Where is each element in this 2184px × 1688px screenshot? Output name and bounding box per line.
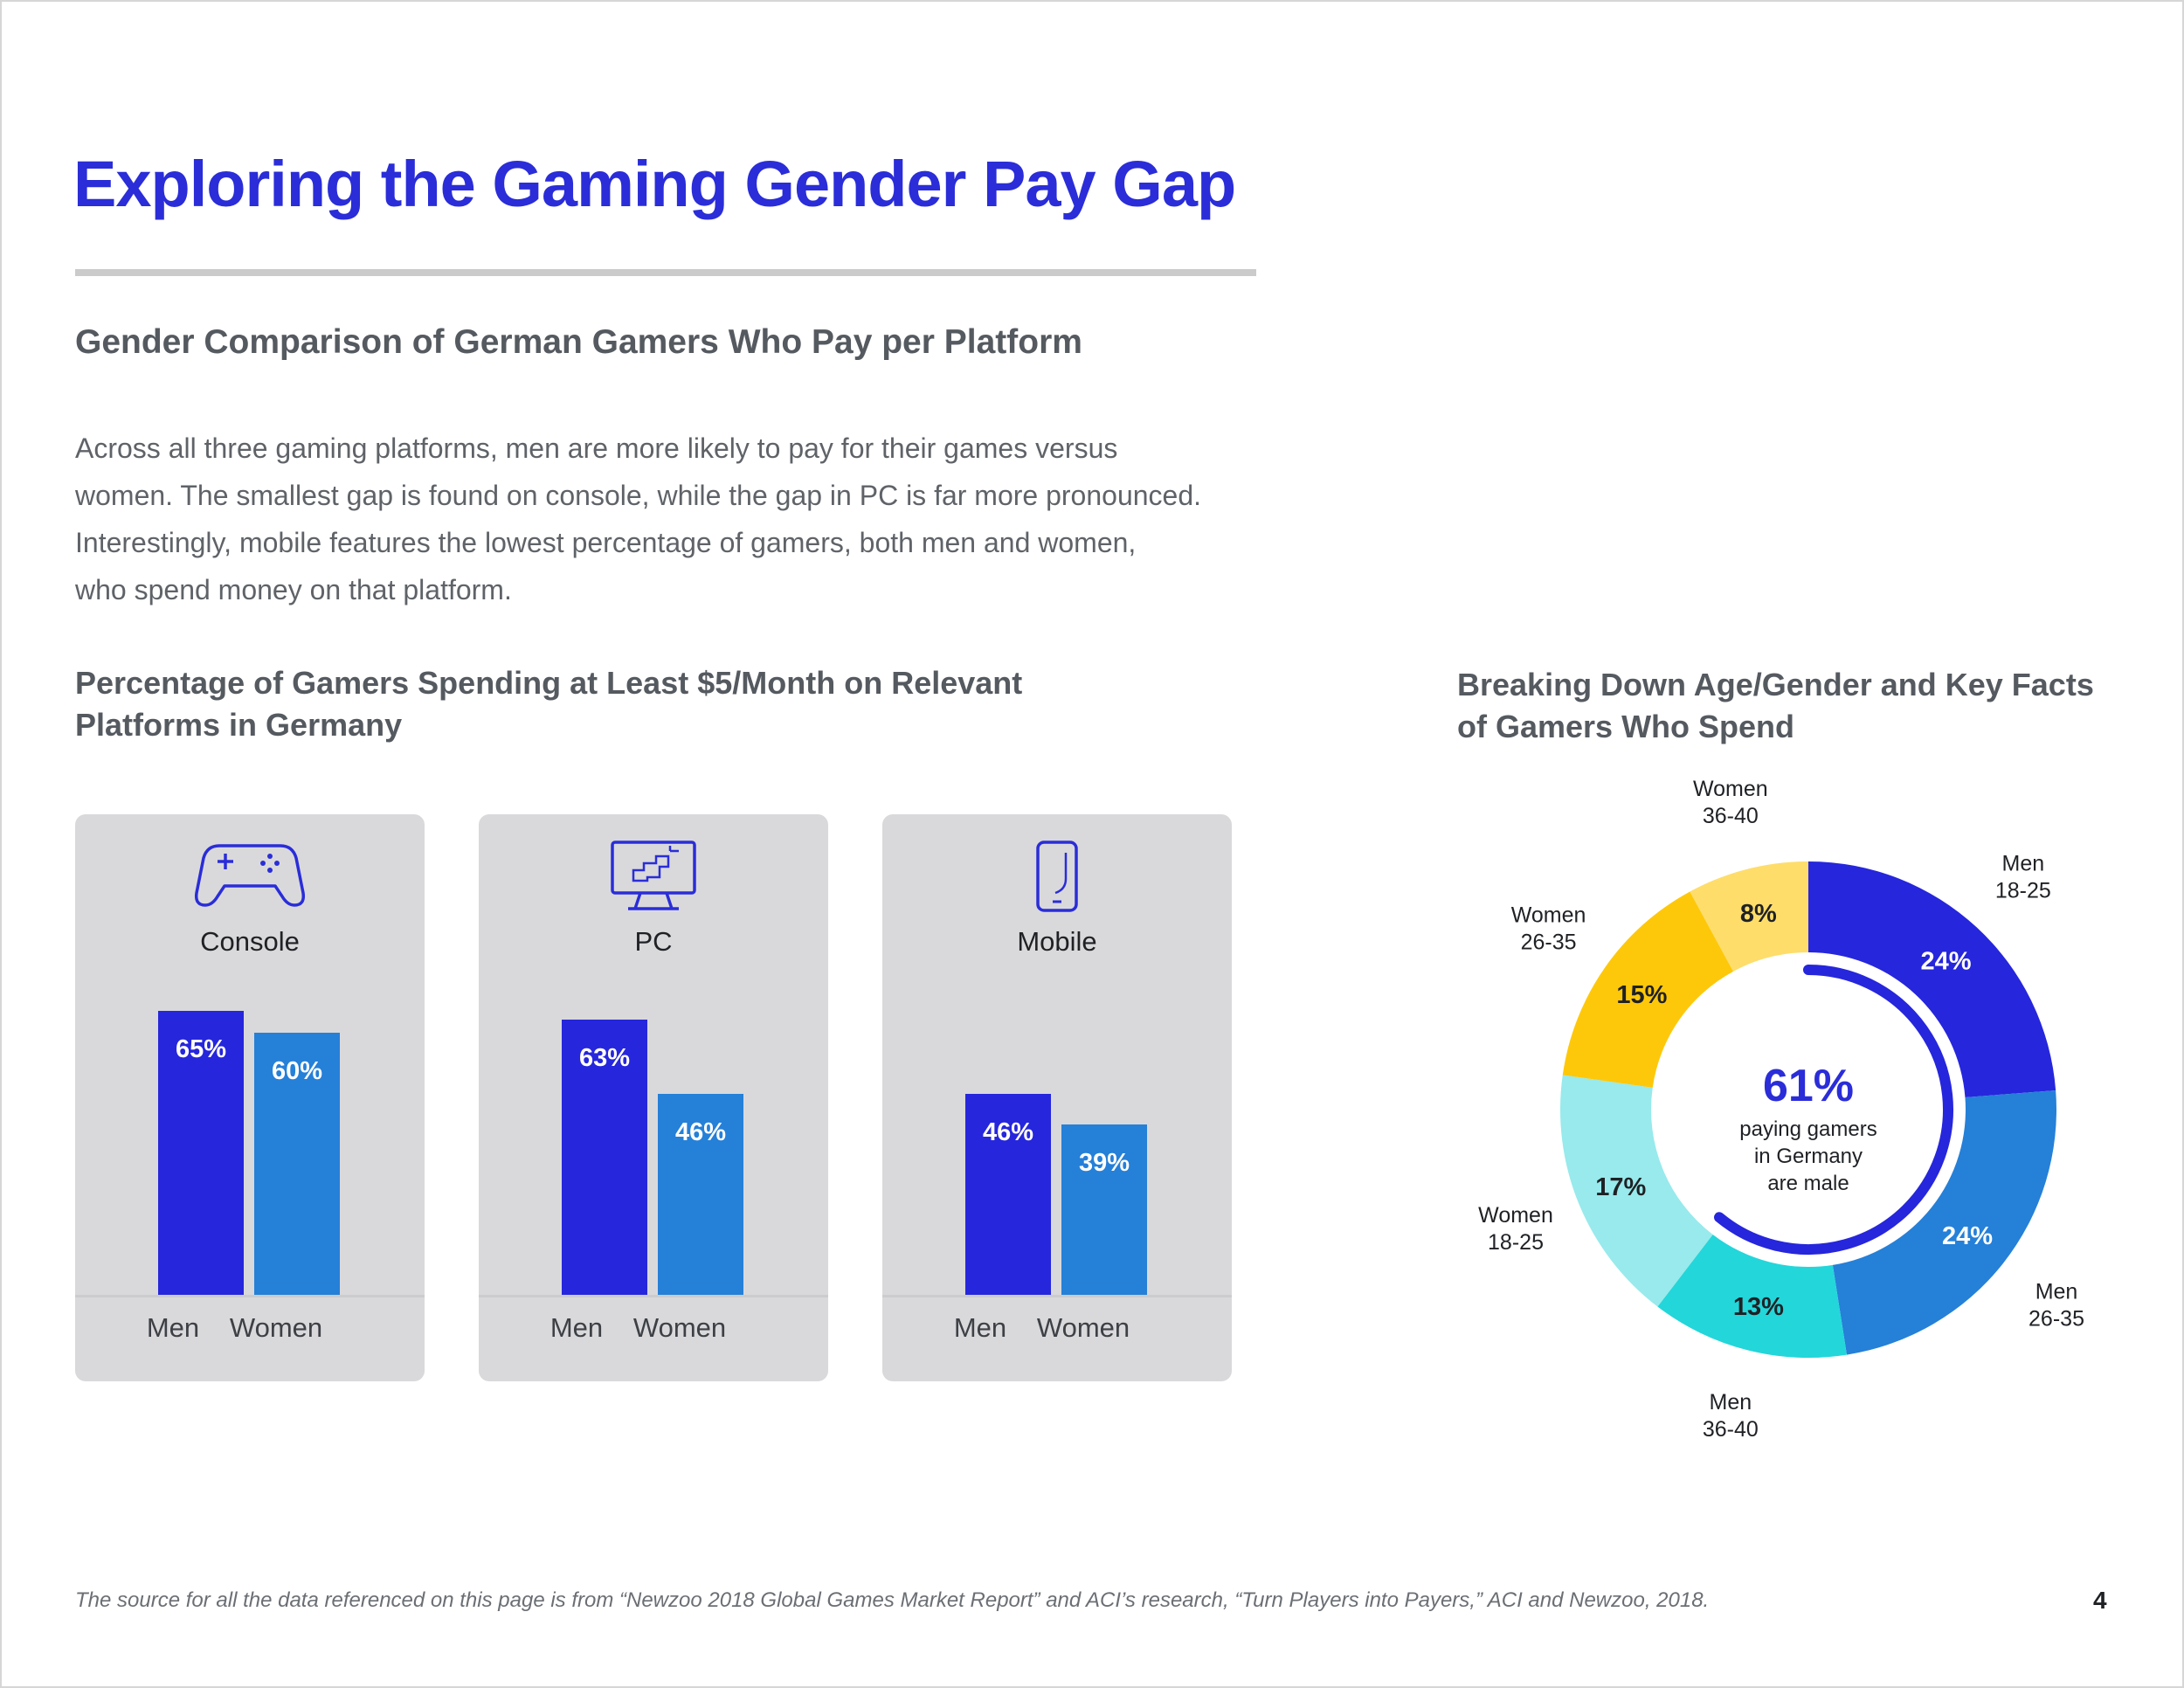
category-label-men: Men bbox=[146, 1312, 200, 1343]
slice-value-label: 8% bbox=[1740, 900, 1777, 928]
category-label-men: Men bbox=[953, 1312, 1007, 1343]
slice-category-label: Women 36-40 bbox=[1693, 778, 1768, 828]
center-stat-caption: in Germany bbox=[1754, 1145, 1863, 1168]
bar-value-label: 65% bbox=[175, 1035, 227, 1063]
panel-baseline bbox=[882, 1295, 1232, 1297]
section-subtitle: Gender Comparison of German Gamers Who P… bbox=[75, 323, 1082, 361]
panel-baseline bbox=[75, 1295, 425, 1297]
slice-value-label: 24% bbox=[1942, 1222, 1993, 1250]
donut-slice bbox=[1657, 1234, 1847, 1358]
donut-slice bbox=[1808, 861, 2056, 1098]
slice-value-label: 15% bbox=[1616, 981, 1667, 1009]
desktop-computer-icon bbox=[611, 841, 696, 910]
bar-chart-title-line: Platforms in Germany bbox=[75, 707, 403, 743]
bar-chart-title-line: Percentage of Gamers Spending at Least $… bbox=[75, 665, 1023, 701]
bar-value-label: 39% bbox=[1078, 1149, 1130, 1177]
panel-mobile: Mobile 46% 39% Men Women bbox=[882, 814, 1232, 1381]
category-label-women: Women bbox=[632, 1312, 727, 1343]
bar-value-label: 46% bbox=[982, 1118, 1034, 1146]
page-title: Exploring the Gaming Gender Pay Gap bbox=[73, 148, 1236, 220]
platform-label-mobile: Mobile bbox=[1017, 926, 1097, 957]
platform-label-console: Console bbox=[200, 926, 300, 957]
gamepad-icon bbox=[194, 844, 306, 907]
slice-category-label: Men 18-25 bbox=[1995, 851, 2051, 903]
center-stat-caption: are male bbox=[1767, 1172, 1849, 1195]
category-label-women: Women bbox=[229, 1312, 323, 1343]
platform-label-pc: PC bbox=[634, 926, 673, 957]
bar-pc-men: 63% bbox=[562, 1020, 647, 1295]
center-stat-value: 61% bbox=[1763, 1061, 1854, 1111]
intro-paragraph: Across all three gaming platforms, men a… bbox=[75, 425, 1281, 613]
title-divider bbox=[75, 269, 1256, 276]
bar-chart-title: Percentage of Gamers Spending at Least $… bbox=[75, 662, 1022, 746]
slice-category-label: Women 18-25 bbox=[1478, 1203, 1553, 1255]
slice-value-label: 17% bbox=[1595, 1173, 1646, 1201]
bar-mobile-men: 46% bbox=[965, 1094, 1051, 1295]
bar-console-men: 65% bbox=[158, 1011, 244, 1295]
smartphone-icon bbox=[1036, 841, 1078, 912]
panel-pc: PC 63% 46% Men Women bbox=[479, 814, 828, 1381]
bar-pc-women: 46% bbox=[658, 1094, 743, 1295]
donut-chart: 24% Men 18-25 24% Men 26-35 13% Men 36-40 17% Wome… bbox=[1478, 778, 2084, 1442]
source-footnote: The source for all the data referenced o… bbox=[75, 1588, 1710, 1612]
intro-line: who spend money on that platform. bbox=[75, 574, 512, 605]
bar-value-label: 46% bbox=[674, 1118, 727, 1146]
category-label-men: Men bbox=[549, 1312, 604, 1343]
male-share-arc bbox=[1714, 965, 1953, 1255]
category-label-women: Women bbox=[1036, 1312, 1130, 1343]
panel-baseline bbox=[479, 1295, 828, 1297]
intro-line: women. The smallest gap is found on cons… bbox=[75, 480, 1202, 511]
donut-slice bbox=[1560, 1075, 1713, 1307]
intro-line: Across all three gaming platforms, men a… bbox=[75, 432, 1118, 464]
panel-console: Console 65% 60% Men Women bbox=[75, 814, 425, 1381]
donut-slice bbox=[1832, 1090, 2056, 1355]
donut-chart-title: Breaking Down Age/Gender and Key Facts o… bbox=[1457, 664, 2094, 748]
slice-category-label: Men 36-40 bbox=[1703, 1390, 1759, 1442]
center-stat-caption: paying gamers bbox=[1739, 1117, 1876, 1141]
bar-console-women: 60% bbox=[254, 1033, 340, 1295]
donut-chart-title-line: Breaking Down Age/Gender and Key Facts bbox=[1457, 667, 2094, 702]
intro-line: Interestingly, mobile features the lowes… bbox=[75, 527, 1137, 558]
donut-chart-title-line: of Gamers Who Spend bbox=[1457, 709, 1795, 744]
bar-value-label: 60% bbox=[271, 1057, 323, 1085]
donut-slice bbox=[1562, 891, 1734, 1088]
page-number: 4 bbox=[2093, 1587, 2107, 1614]
bar-mobile-women: 39% bbox=[1061, 1124, 1147, 1295]
slice-category-label: Men 26-35 bbox=[2028, 1279, 2084, 1331]
slice-value-label: 13% bbox=[1733, 1293, 1784, 1321]
slice-category-label: Women 26-35 bbox=[1511, 903, 1586, 955]
slice-value-label: 24% bbox=[1921, 948, 1972, 976]
bar-value-label: 63% bbox=[578, 1044, 631, 1072]
donut-slice bbox=[1690, 861, 1808, 972]
